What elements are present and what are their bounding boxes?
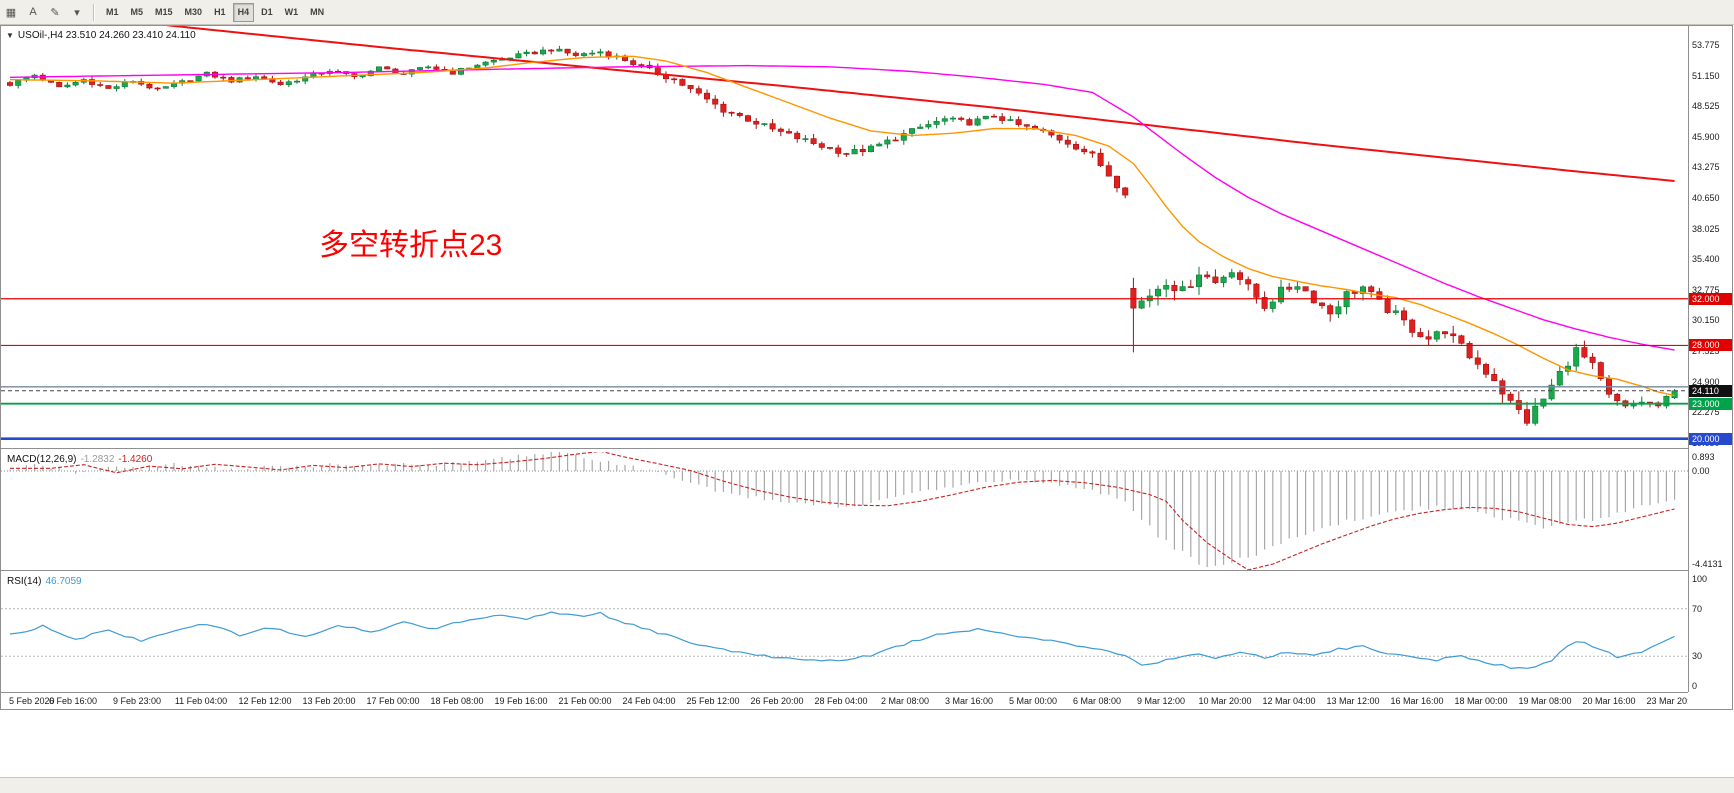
price-tick-label: 35.400 <box>1692 254 1720 265</box>
rsi-pane: RSI(14) 46.7059 <box>1 573 1688 692</box>
rsi-label: RSI(14) 46.7059 <box>7 576 82 587</box>
macd-histogram <box>9 451 1676 568</box>
text-tool-button[interactable]: A <box>29 6 37 18</box>
time-label: 19 Feb 16:00 <box>494 696 548 706</box>
moving-averages-layer <box>9 26 1675 397</box>
rsi-canvas[interactable] <box>1 573 1688 692</box>
hline-price-badge: 23.000 <box>1689 397 1733 410</box>
macd-canvas[interactable] <box>1 451 1688 570</box>
price-tick-label: 40.650 <box>1692 192 1720 203</box>
macd-pane: MACD(12,26,9) -1.2832 -1.4260 <box>1 451 1688 570</box>
timeframe-button-w1[interactable]: W1 <box>284 7 299 17</box>
timeframe-button-m30[interactable]: M30 <box>184 7 203 17</box>
time-label: 11 Feb 04:00 <box>174 696 228 706</box>
time-label: 13 Mar 12:00 <box>1326 696 1380 706</box>
price-tick-label: 48.525 <box>1692 101 1720 112</box>
time-label: 25 Feb 12:00 <box>686 696 740 706</box>
rsi-scale-label: 0 <box>1692 681 1698 691</box>
time-axis[interactable]: 5 Feb 2020 6 Feb 16:00 9 Feb 23:00 11 Feb 0… <box>1 692 1688 710</box>
toolbar-separator <box>93 3 95 21</box>
time-label: 6 Feb 16:00 <box>48 696 98 706</box>
price-tick-label: 32.775 <box>1692 284 1720 295</box>
toolbar-icon-group: ▦ A ✎ ▾ <box>0 0 88 25</box>
macd-signal-line <box>10 451 1675 570</box>
rsi-scale-label: 100 <box>1692 574 1708 584</box>
pane-splitter[interactable] <box>1 570 1733 574</box>
time-label: 5 Feb 2020 <box>9 696 55 706</box>
horizontal-lines-layer <box>1 298 1688 440</box>
timeframe-button-m5[interactable]: M5 <box>130 7 144 17</box>
rsi-line <box>9 611 1675 670</box>
time-label: 12 Feb 12:00 <box>238 696 292 706</box>
time-label: 19 Mar 08:00 <box>1518 696 1572 706</box>
time-label: 26 Feb 20:00 <box>750 696 804 706</box>
timeframe-toolbar: M1 M5 M15 M30 H1 H4 D1 W1 MN <box>100 0 330 25</box>
time-label: 9 Feb 23:00 <box>112 696 162 706</box>
rsi-scale-label: 70 <box>1692 603 1703 614</box>
time-label: 21 Feb 00:00 <box>558 696 612 706</box>
macd-scale-label: 0.893 <box>1692 452 1715 462</box>
hline-price-badge: 32.000 <box>1689 292 1733 305</box>
rsi-name: RSI(14) <box>7 576 42 587</box>
toolbar: ▦ A ✎ ▾ M1 M5 M15 M30 H1 H4 D1 W1 MN <box>0 0 1734 25</box>
timeframe-button-d1[interactable]: D1 <box>261 7 273 17</box>
current-price-badge: 24.110 <box>1689 384 1733 397</box>
draw-tool-button[interactable]: ✎ <box>50 6 60 19</box>
price-scale-separator <box>1688 26 1689 692</box>
time-label: 2 Mar 08:00 <box>880 696 930 706</box>
one-click-trading-toggle[interactable]: ▼ <box>6 31 14 40</box>
macd-label: MACD(12,26,9) -1.2832 -1.4260 <box>7 454 152 465</box>
time-label: 28 Feb 04:00 <box>814 696 868 706</box>
time-label: 18 Mar 00:00 <box>1454 696 1508 706</box>
time-label: 18 Feb 08:00 <box>430 696 484 706</box>
price-tick-label: 24.900 <box>1692 376 1720 387</box>
chart-title-text: USOil-,H4 23.510 24.260 23.410 24.110 <box>17 30 196 41</box>
macd-scale-label: 0.00 <box>1692 466 1710 477</box>
hline-price-badge: 20.000 <box>1689 432 1733 445</box>
chart-annotation-text[interactable]: 多空转折点23 <box>319 229 503 262</box>
rsi-value: 46.7059 <box>45 576 82 587</box>
timeframe-button-h4[interactable]: H4 <box>232 2 255 22</box>
price-tick-label: 43.275 <box>1692 162 1720 173</box>
chart-ohlc-title: ▼ USOil-,H4 23.510 24.260 23.410 24.110 <box>6 30 196 41</box>
time-label: 6 Mar 08:00 <box>1072 696 1122 706</box>
macd-scale-label: -4.4131 <box>1692 559 1723 569</box>
price-tick-label: 22.275 <box>1692 407 1720 418</box>
time-label: 3 Mar 16:00 <box>944 696 994 706</box>
macd-value-main: -1.2832 <box>80 454 115 465</box>
timeframe-button-mn[interactable]: MN <box>310 7 325 17</box>
time-label: 24 Feb 04:00 <box>622 696 676 706</box>
rsi-scale-label: 30 <box>1692 651 1703 662</box>
price-tick-label: 45.900 <box>1692 131 1720 142</box>
macd-value-signal: -1.4260 <box>118 454 153 465</box>
macd-name: MACD(12,26,9) <box>7 454 77 465</box>
time-label: 10 Mar 20:00 <box>1198 696 1252 706</box>
time-label: 12 Mar 04:00 <box>1262 696 1316 706</box>
timeframe-button-m15[interactable]: M15 <box>155 7 173 17</box>
chart-grid-button[interactable]: ▦ <box>5 6 17 19</box>
price-pane: ▼ USOil-,H4 23.510 24.260 23.410 24.110 多… <box>1 26 1688 448</box>
time-label: 16 Mar 16:00 <box>1390 696 1444 706</box>
candles-layer <box>7 45 1678 426</box>
hline-price-badge: 28.000 <box>1689 339 1733 352</box>
price-scale[interactable]: 53.775 51.150 48.525 45.900 43.275 40.650 38.0… <box>1689 26 1734 692</box>
time-label: 20 Mar 16:00 <box>1582 696 1636 706</box>
time-label: 17 Feb 00:00 <box>366 696 420 706</box>
timeframe-button-m1[interactable]: M1 <box>106 7 119 17</box>
price-tick-label: 53.775 <box>1692 39 1720 50</box>
pane-splitter[interactable] <box>1 448 1733 452</box>
time-label: 9 Mar 12:00 <box>1136 696 1186 706</box>
status-bar <box>0 777 1734 793</box>
timeframe-button-h1[interactable]: H1 <box>214 7 226 17</box>
price-chart-canvas[interactable] <box>1 26 1688 448</box>
tools-dropdown-button[interactable]: ▾ <box>74 6 80 19</box>
price-tick-label: 30.150 <box>1692 315 1720 326</box>
price-tick-label: 38.025 <box>1692 223 1720 234</box>
price-tick-label: 51.150 <box>1692 70 1720 81</box>
time-label: 13 Feb 20:00 <box>302 696 356 706</box>
time-label: 5 Mar 00:00 <box>1008 696 1058 706</box>
time-label: 23 Mar 20:00 <box>1646 696 1688 706</box>
